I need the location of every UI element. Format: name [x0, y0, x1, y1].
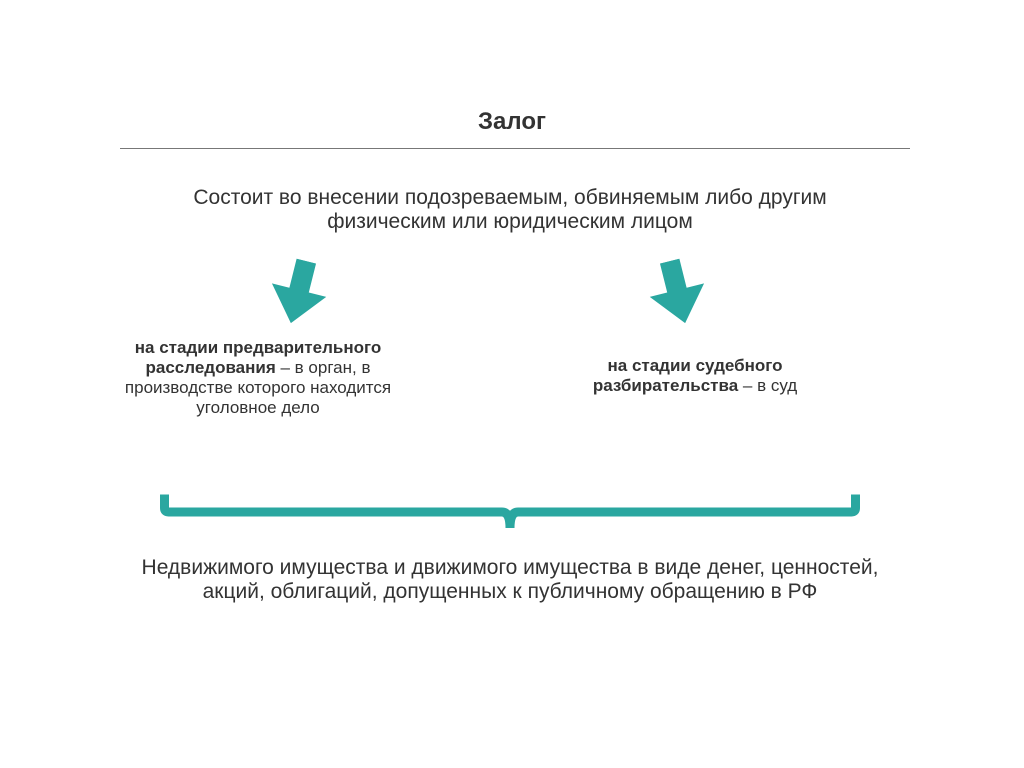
title-underline — [120, 148, 910, 149]
diagram-title: Залог — [478, 108, 546, 136]
merge-bracket — [160, 490, 860, 537]
branch-left: на стадии предварительного расследования… — [108, 338, 408, 418]
description-text: Состоит во внесении подозреваемым, обвин… — [140, 186, 880, 234]
branch-right: на стадии судебного разбирательства – в … — [540, 356, 850, 396]
arrow-left — [262, 254, 333, 334]
bottom-text: Недвижимого имущества и движимого имущес… — [140, 556, 880, 604]
arrow-right — [642, 254, 713, 334]
branch-right-rest: – в суд — [738, 376, 797, 395]
